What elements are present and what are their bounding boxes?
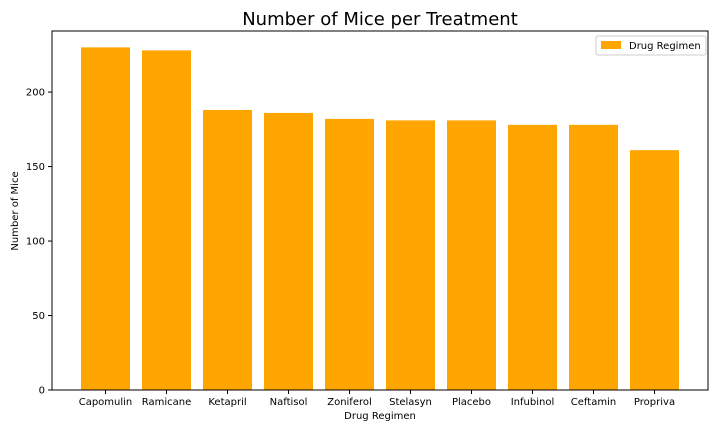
x-axis-label: Drug Regimen [344,411,416,422]
y-tick-label: 100 [26,237,45,248]
bar-capomulin [81,47,130,390]
bar-naftisol [264,112,313,391]
bar-ramicane [142,50,191,391]
x-tick-label: Placebo [452,397,491,408]
plot-frame [51,30,709,391]
y-tick-label: 0 [39,386,45,397]
bar-infubinol [508,124,557,391]
y-tick-label: 50 [32,311,45,322]
bar-ketapril [203,109,252,391]
bar-propriva [630,150,679,390]
x-tick-label: Propriva [634,397,675,408]
bar-zoniferol [325,118,374,390]
legend-box [595,35,707,56]
y-axis-ticks: 0 50 100 150 200 [26,88,52,397]
x-tick-label: Zoniferol [327,397,372,408]
x-tick-label: Naftisol [270,397,308,408]
y-tick-label: 150 [26,162,45,173]
x-tick-label: Stelasyn [389,397,432,408]
x-tick-label: Capomulin [79,397,133,408]
bar-placebo [447,120,496,390]
x-tick-label: Infubinol [511,397,555,408]
legend-entry-label: Drug Regimen [629,41,701,52]
x-tick-label: Ceftamin [571,397,616,408]
y-tick-label: 200 [26,88,45,99]
y-axis-label: Number of Mice [10,171,21,250]
x-tick-label: Ramicane [142,397,192,408]
bars-group [81,47,679,391]
bar-stelasyn [386,120,435,390]
bar-ceftamin [569,124,618,391]
legend: Drug Regimen [595,35,707,56]
x-tick-label: Ketapril [208,397,246,408]
x-axis-ticks: Capomulin Ramicane Ketapril Naftisol Zonifer… [79,390,675,408]
legend-swatch [601,41,621,49]
chart-title: Number of Mice per Treatment [242,9,518,30]
